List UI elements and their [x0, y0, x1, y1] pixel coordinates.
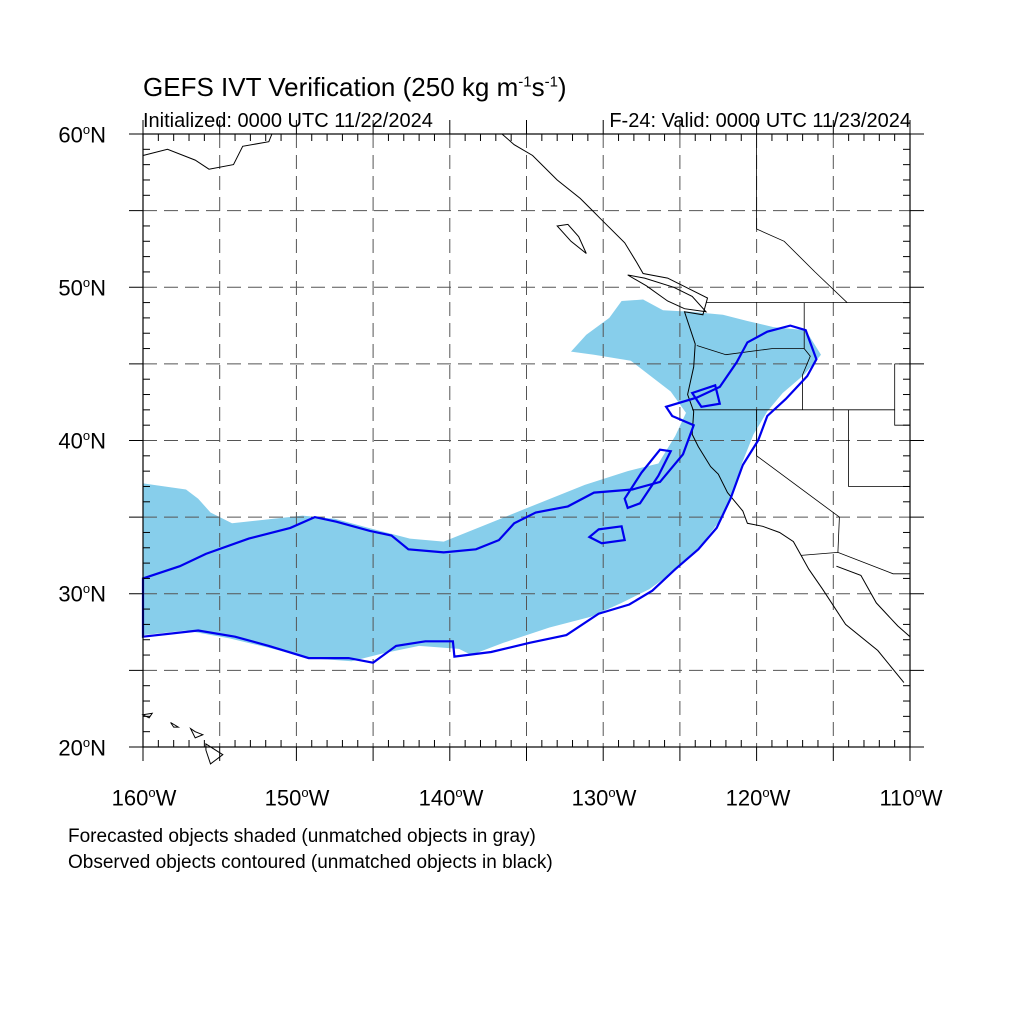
lon-label-160w: 160oW	[111, 785, 177, 811]
observed-ivt-contour	[141, 324, 818, 664]
observed-ivt-contour-small	[623, 448, 673, 510]
hawaii-island	[170, 722, 181, 728]
hawaii-island	[141, 712, 154, 719]
lon-label-130w: 130oW	[571, 785, 637, 811]
forecast-note: Forecasted objects shaded (unmatched obj…	[68, 826, 536, 847]
political-border	[696, 345, 805, 356]
political-border	[802, 302, 811, 410]
observed-ivt-contour-small	[690, 383, 722, 409]
observed-ivt-contour-small	[587, 525, 627, 545]
lon-label-110w: 110oW	[879, 785, 943, 811]
vancouver-island	[627, 274, 708, 313]
lon-label-150w: 150oW	[264, 785, 330, 811]
political-border	[756, 134, 848, 303]
lat-label-20n: 20oN	[58, 735, 106, 761]
coastline-baja	[800, 555, 905, 683]
lat-label-40n: 40oN	[58, 428, 106, 454]
coastline-alaska	[142, 133, 273, 170]
political-border	[801, 551, 910, 575]
initialized-time: Initialized: 0000 UTC 11/22/2024	[143, 110, 433, 132]
hawaii-island	[189, 727, 205, 739]
observed-note: Observed objects contoured (unmatched ob…	[68, 852, 553, 873]
map-title: GEFS IVT Verification (250 kg m-1s-1)	[143, 72, 567, 102]
lat-label-30n: 30oN	[58, 581, 106, 607]
lon-label-120w: 120oW	[725, 785, 791, 811]
political-border	[756, 409, 840, 553]
forecast-ivt-object	[143, 299, 821, 662]
coastline-gulf-of-california	[836, 565, 911, 638]
valid-time: F-24: Valid: 0000 UTC 11/23/2024	[609, 110, 911, 132]
lat-label-50n: 50oN	[58, 275, 106, 301]
coastline-north-america	[501, 133, 802, 556]
lon-label-140w: 140oW	[418, 785, 484, 811]
hawaii-island	[205, 742, 224, 765]
political-border	[848, 409, 910, 487]
haida-gwaii	[556, 223, 587, 254]
lat-label-60n: 60oN	[58, 122, 106, 148]
